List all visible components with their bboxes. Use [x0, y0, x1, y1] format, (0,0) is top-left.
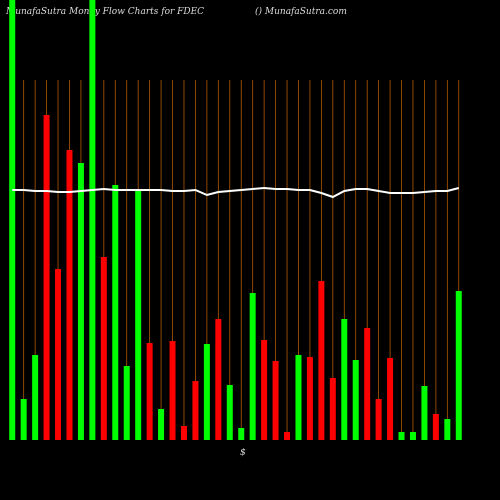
bar: [9, 0, 16, 440]
bar: [20, 399, 27, 440]
bar: [432, 414, 439, 440]
bar: [409, 432, 416, 440]
bar: [66, 150, 73, 440]
bar: [215, 319, 222, 440]
bar: [272, 361, 279, 440]
chart-subtitle: () MunafaSutra.com: [255, 6, 347, 17]
bar: [43, 115, 50, 440]
bar: [146, 343, 153, 440]
bar: [261, 340, 268, 440]
bar: [203, 344, 210, 440]
bar: [375, 399, 382, 440]
bar: [444, 419, 451, 440]
bar: [364, 328, 371, 440]
bar: [387, 358, 394, 440]
bar: [226, 385, 233, 440]
bar: [284, 432, 291, 440]
bar: [112, 185, 119, 440]
bar: [341, 319, 348, 440]
bar: [135, 190, 142, 440]
bar: [421, 386, 428, 440]
bar: [32, 355, 39, 440]
bar: [455, 291, 462, 440]
bar: [329, 378, 336, 440]
line: [12, 186, 460, 199]
bar: [100, 257, 107, 440]
bar: [318, 281, 325, 440]
bar: [123, 366, 130, 440]
x-axis-label: $: [240, 448, 246, 458]
bar: [352, 360, 359, 440]
bar: [306, 357, 313, 440]
bar: [169, 341, 176, 440]
bar: [295, 355, 302, 440]
chart-title: MunafaSutra Money Flow Charts for FDEC: [5, 7, 204, 17]
bar: [398, 432, 405, 440]
bar: [192, 381, 199, 440]
bar: [77, 163, 84, 440]
bar: [180, 426, 187, 440]
bar: [238, 428, 245, 440]
bar: [55, 269, 62, 440]
bar: [249, 293, 256, 440]
bar: [158, 409, 165, 440]
bar: [89, 0, 96, 440]
